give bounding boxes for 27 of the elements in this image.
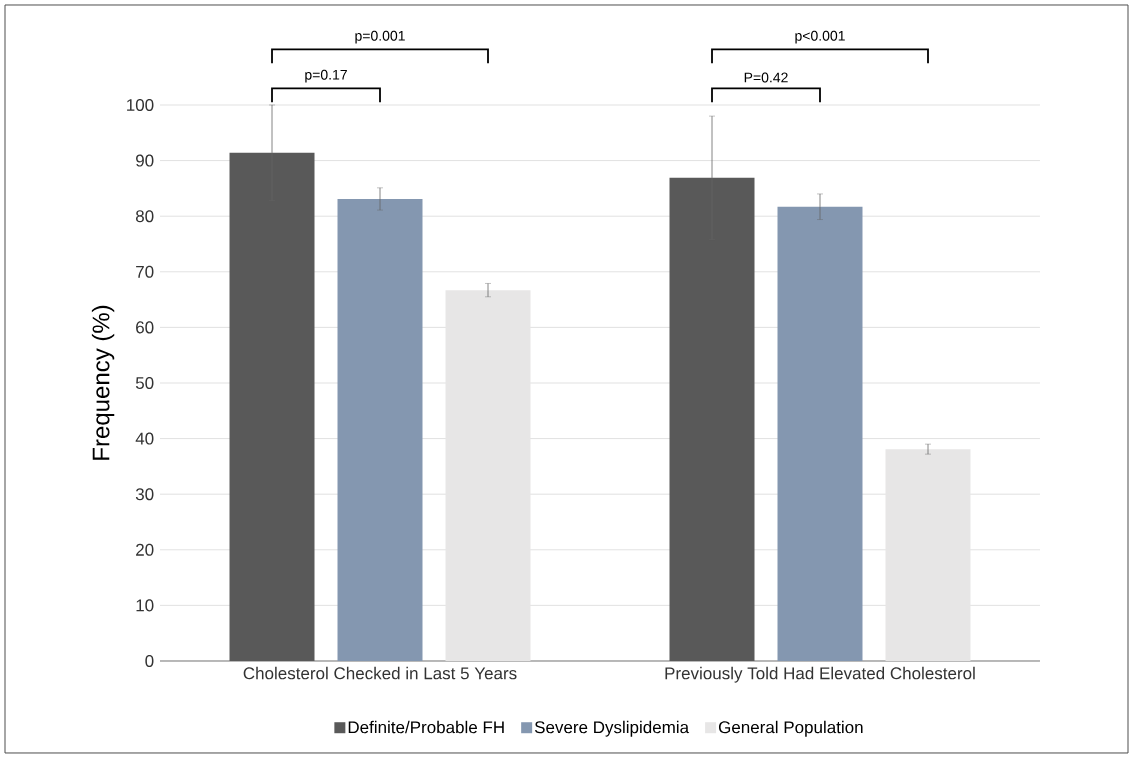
bar	[669, 177, 755, 661]
y-tick-label: 80	[135, 210, 154, 223]
y-tick-label: 10	[136, 599, 154, 612]
text: P=0.42	[744, 72, 788, 83]
legend-label: General Population	[718, 720, 863, 737]
y-tick-label: 90	[136, 154, 154, 167]
text: p=0.001	[355, 30, 405, 44]
y-tick-label: 100	[127, 98, 154, 112]
bar	[885, 449, 971, 661]
legend-label: Definite/Probable FH	[348, 720, 504, 734]
bar	[337, 198, 423, 661]
text: p=0.17	[305, 69, 347, 83]
bar	[445, 290, 531, 661]
x-tick-label: Cholesterol Checked in Last 5 Years	[243, 666, 517, 680]
y-tick-label: 40	[135, 432, 154, 445]
bar	[777, 206, 863, 661]
text: p<0.001	[795, 30, 845, 44]
x-tick-label: Previously Told Had Elevated Cholesterol	[665, 666, 975, 683]
legend-label: Severe Dyslipidemia	[534, 720, 690, 737]
y-tick-label: 50	[135, 376, 154, 390]
y-tick-label: 20	[136, 543, 154, 556]
bar	[229, 152, 315, 661]
y-tick-label: 70	[136, 265, 154, 278]
y-tick-label: 30	[135, 488, 154, 501]
y-tick-label: 0	[145, 654, 154, 668]
y-tick-label: 60	[136, 321, 154, 334]
y-axis-title: Frequency (%)	[91, 305, 115, 460]
